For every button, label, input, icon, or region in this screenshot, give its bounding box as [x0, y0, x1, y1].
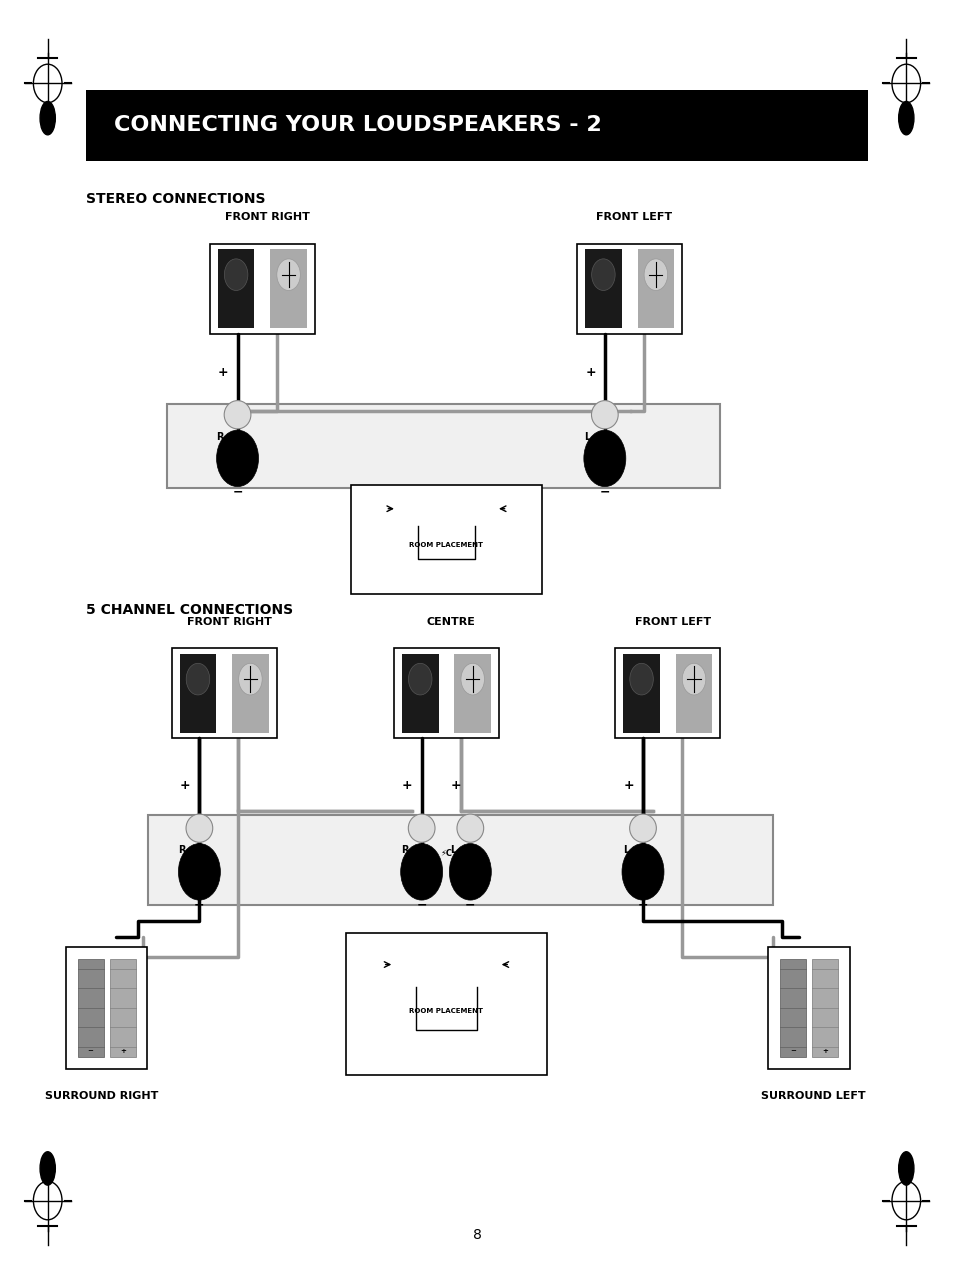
Text: FRONT LEFT: FRONT LEFT — [596, 212, 672, 222]
Text: FRONT LEFT: FRONT LEFT — [634, 616, 710, 627]
Bar — [148, 815, 772, 905]
Text: ⚡: ⚡ — [414, 845, 419, 855]
Text: −: − — [598, 485, 610, 498]
Bar — [401, 654, 438, 733]
Text: L: L — [622, 845, 628, 855]
Bar — [110, 959, 136, 1057]
Text: ⚡: ⚡ — [230, 431, 235, 442]
Text: +: + — [584, 366, 596, 379]
Bar — [675, 654, 712, 733]
Bar — [454, 654, 491, 733]
Text: SURROUND LEFT: SURROUND LEFT — [760, 1091, 865, 1102]
Bar — [577, 244, 681, 334]
Bar — [351, 485, 541, 593]
Circle shape — [449, 844, 491, 900]
Bar — [584, 249, 621, 329]
Text: R: R — [178, 845, 186, 855]
Text: ROOM PLACEMENT: ROOM PLACEMENT — [409, 1008, 483, 1014]
Text: −: − — [789, 1048, 795, 1054]
Circle shape — [681, 664, 705, 695]
Text: 8: 8 — [472, 1229, 481, 1242]
Text: ⚡: ⚡ — [192, 845, 197, 855]
Bar — [217, 249, 254, 329]
Ellipse shape — [898, 101, 913, 135]
Text: FRONT RIGHT: FRONT RIGHT — [187, 616, 271, 627]
Ellipse shape — [898, 1152, 913, 1185]
Bar — [77, 959, 104, 1057]
Circle shape — [224, 259, 248, 290]
Ellipse shape — [40, 1152, 55, 1185]
Bar — [179, 654, 216, 733]
Circle shape — [276, 259, 300, 290]
Text: ⚡: ⚡ — [462, 845, 468, 855]
Bar — [779, 959, 805, 1057]
Text: ⚡C: ⚡C — [440, 849, 452, 859]
Circle shape — [408, 664, 432, 695]
Circle shape — [583, 430, 625, 487]
Bar — [811, 959, 838, 1057]
Text: +: + — [179, 779, 191, 792]
Text: +: + — [450, 779, 461, 792]
Circle shape — [460, 664, 484, 695]
Bar — [615, 648, 720, 738]
Ellipse shape — [186, 814, 213, 842]
Ellipse shape — [40, 101, 55, 135]
Circle shape — [178, 844, 220, 900]
Bar — [346, 933, 546, 1075]
Bar — [210, 244, 314, 334]
Bar — [394, 648, 498, 738]
Text: 5 CHANNEL CONNECTIONS: 5 CHANNEL CONNECTIONS — [86, 603, 293, 616]
Ellipse shape — [224, 401, 251, 429]
Text: +: + — [622, 779, 634, 792]
Ellipse shape — [456, 814, 483, 842]
Bar — [637, 249, 674, 329]
Bar — [86, 90, 867, 160]
Ellipse shape — [629, 814, 656, 842]
Text: +: + — [821, 1048, 827, 1054]
Ellipse shape — [591, 401, 618, 429]
Text: CENTRE: CENTRE — [426, 616, 476, 627]
Bar — [232, 654, 269, 733]
Text: +: + — [120, 1048, 126, 1054]
Text: ⚡: ⚡ — [635, 845, 640, 855]
Bar — [172, 648, 276, 738]
Circle shape — [400, 844, 442, 900]
Circle shape — [629, 664, 653, 695]
Bar — [767, 948, 848, 1068]
Text: ROOM PLACEMENT: ROOM PLACEMENT — [409, 542, 483, 548]
Text: CONNECTING YOUR LOUDSPEAKERS - 2: CONNECTING YOUR LOUDSPEAKERS - 2 — [114, 116, 601, 135]
Text: −: − — [232, 485, 243, 498]
Text: ⚡: ⚡ — [597, 431, 602, 442]
Text: L: L — [450, 845, 456, 855]
Text: −: − — [637, 899, 648, 912]
Bar — [270, 249, 307, 329]
Circle shape — [591, 259, 615, 290]
Text: R: R — [400, 845, 408, 855]
Text: −: − — [193, 899, 205, 912]
Text: +: + — [217, 366, 229, 379]
Text: L: L — [584, 431, 590, 442]
Circle shape — [621, 844, 663, 900]
Bar — [67, 948, 148, 1068]
Text: SURROUND RIGHT: SURROUND RIGHT — [46, 1091, 158, 1102]
Circle shape — [238, 664, 262, 695]
Circle shape — [216, 430, 258, 487]
Text: STEREO CONNECTIONS: STEREO CONNECTIONS — [86, 193, 265, 205]
Text: −: − — [416, 899, 427, 912]
Text: −: − — [464, 899, 476, 912]
Circle shape — [186, 664, 210, 695]
Text: +: + — [401, 779, 413, 792]
Text: −: − — [88, 1048, 93, 1054]
Bar — [622, 654, 659, 733]
Circle shape — [643, 259, 667, 290]
Bar — [167, 404, 720, 488]
Text: FRONT RIGHT: FRONT RIGHT — [225, 212, 309, 222]
Ellipse shape — [408, 814, 435, 842]
Text: R: R — [216, 431, 224, 442]
